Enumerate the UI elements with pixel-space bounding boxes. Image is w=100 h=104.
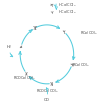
Text: HCo(CO)$_3$: HCo(CO)$_3$ xyxy=(58,9,76,16)
Text: RCOCo(CO)$_4$: RCOCo(CO)$_4$ xyxy=(13,74,36,82)
Text: RCOCo(CO)$_3$: RCOCo(CO)$_3$ xyxy=(36,88,58,95)
Text: RCo(CO)$_3$: RCo(CO)$_3$ xyxy=(72,61,90,69)
Text: HCo(CO)$_4$: HCo(CO)$_4$ xyxy=(58,1,76,9)
Text: RCo(CO)$_3$: RCo(CO)$_3$ xyxy=(80,30,98,37)
Text: H$_2$: H$_2$ xyxy=(6,43,12,51)
Text: CO: CO xyxy=(44,98,50,102)
